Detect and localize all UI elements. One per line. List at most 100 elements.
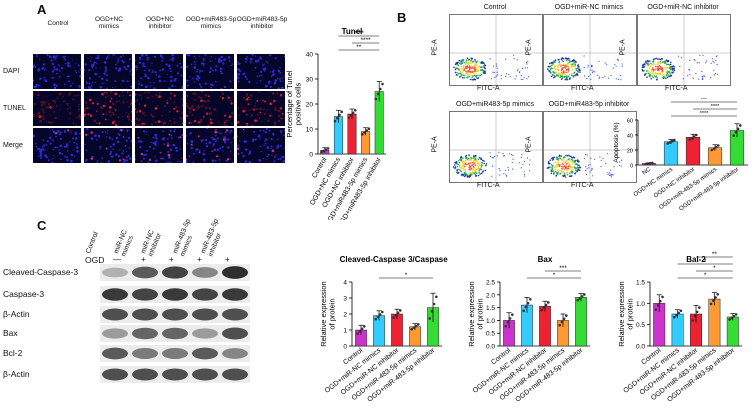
cell-dot	[101, 82, 104, 84]
cell-dot	[60, 66, 64, 70]
event-dot	[470, 167, 473, 170]
cell-dot	[277, 87, 280, 89]
cell-dot	[55, 105, 58, 108]
event-dot	[584, 157, 586, 159]
cell-dot	[212, 137, 215, 141]
event-dot	[556, 173, 559, 176]
event-dot	[470, 62, 472, 65]
event-dot	[471, 171, 474, 173]
event-dot	[558, 63, 560, 66]
cell-dot	[106, 87, 108, 89]
event-dot	[466, 57, 469, 59]
event-dot	[469, 173, 472, 175]
event-dot	[564, 161, 566, 164]
event-dot	[610, 176, 612, 178]
data-point	[354, 108, 357, 112]
event-dot	[682, 78, 684, 80]
column-header: Control	[47, 20, 69, 27]
event-dot	[468, 65, 471, 67]
cell-dot	[172, 57, 175, 60]
cell-dot	[123, 159, 127, 162]
event-dot	[661, 61, 664, 63]
cell-dot	[159, 69, 161, 72]
micrograph	[33, 54, 81, 89]
event-dot	[592, 70, 594, 72]
cell-dot	[60, 158, 63, 161]
event-dot	[689, 59, 691, 61]
cell-dot	[163, 143, 165, 146]
cell-dot	[220, 123, 222, 125]
cell-dot	[263, 112, 267, 115]
cell-dot	[219, 67, 223, 71]
event-dot	[619, 74, 621, 77]
cell-dot	[51, 161, 54, 163]
cell-dot	[59, 131, 62, 134]
event-dot	[480, 69, 482, 71]
event-dot	[567, 75, 570, 78]
data-point	[734, 130, 738, 134]
event-dot	[706, 60, 708, 62]
event-dot	[477, 66, 480, 69]
event-dot	[575, 167, 577, 170]
event-dot	[519, 71, 521, 73]
cell-dot	[254, 59, 258, 63]
cell-dot	[186, 98, 188, 100]
cell-dot	[221, 145, 224, 148]
event-dot	[473, 64, 476, 67]
event-dot	[471, 71, 473, 73]
cell-dot	[259, 111, 262, 114]
event-dot	[569, 172, 571, 175]
micrograph-tile	[33, 54, 81, 89]
event-dot	[513, 54, 515, 56]
cell-dot	[58, 92, 61, 96]
cell-dot	[239, 140, 241, 142]
cell-dot	[77, 115, 81, 118]
cell-dot	[55, 68, 59, 71]
cell-dot	[250, 94, 253, 97]
flow-title: OGD+miR-NC mimics	[554, 4, 624, 11]
cell-dot	[199, 69, 202, 72]
cell-dot	[159, 54, 162, 56]
event-dot	[658, 58, 661, 61]
cell-dot	[143, 153, 146, 157]
data-point	[690, 136, 694, 140]
event-dot	[476, 162, 478, 165]
data-point	[695, 310, 699, 314]
cell-dot	[75, 124, 78, 126]
cell-dot	[208, 141, 211, 144]
band-label: Cleaved-Caspase-3	[3, 267, 79, 277]
cell-dot	[173, 107, 176, 110]
micrograph	[135, 128, 183, 163]
event-dot	[496, 65, 498, 67]
event-dot	[677, 55, 680, 57]
event-dot	[659, 60, 662, 63]
cell-dot	[48, 103, 50, 106]
flow-plot	[449, 111, 543, 183]
cell-dot	[114, 124, 118, 126]
event-dot	[517, 68, 519, 70]
cell-dot	[154, 107, 158, 110]
cell-dot	[259, 57, 262, 60]
cell-dot	[200, 85, 203, 88]
cell-dot	[225, 129, 229, 132]
event-dot	[645, 72, 648, 75]
event-dot	[496, 155, 498, 157]
data-point	[428, 317, 431, 320]
cell-dot	[248, 152, 251, 155]
cell-dot	[79, 76, 81, 78]
cell-dot	[54, 132, 58, 135]
event-dot	[463, 69, 466, 71]
cell-dot	[162, 138, 165, 141]
event-dot	[563, 70, 565, 73]
cell-dot	[269, 114, 272, 117]
event-dot	[650, 78, 652, 80]
cell-dot	[238, 70, 242, 73]
cell-dot	[257, 135, 260, 138]
cell-dot	[242, 128, 245, 131]
cell-dot	[76, 150, 79, 153]
cell-dot	[268, 96, 270, 98]
event-dot	[566, 71, 569, 74]
event-dot	[526, 63, 528, 65]
cell-dot	[105, 131, 107, 133]
event-dot	[648, 64, 650, 66]
